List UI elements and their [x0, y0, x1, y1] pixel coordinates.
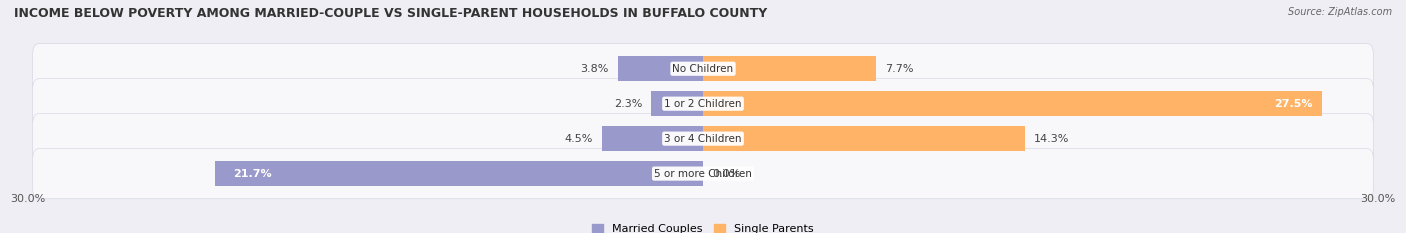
FancyBboxPatch shape	[32, 79, 1374, 129]
FancyBboxPatch shape	[32, 148, 1374, 199]
FancyBboxPatch shape	[32, 44, 1374, 94]
Bar	[703, 91, 1322, 116]
Text: 21.7%: 21.7%	[233, 169, 271, 178]
Text: 2.3%: 2.3%	[614, 99, 643, 109]
Text: 5 or more Children: 5 or more Children	[654, 169, 752, 178]
Legend: Married Couples, Single Parents: Married Couples, Single Parents	[592, 224, 814, 233]
FancyBboxPatch shape	[32, 113, 1374, 164]
Text: 1 or 2 Children: 1 or 2 Children	[664, 99, 742, 109]
Text: 3 or 4 Children: 3 or 4 Children	[664, 134, 742, 144]
Text: 0.0%: 0.0%	[711, 169, 740, 178]
Bar	[602, 126, 703, 151]
Text: 7.7%: 7.7%	[886, 64, 914, 74]
Text: 4.5%: 4.5%	[564, 134, 593, 144]
Text: No Children: No Children	[672, 64, 734, 74]
Text: 14.3%: 14.3%	[1033, 134, 1069, 144]
Text: INCOME BELOW POVERTY AMONG MARRIED-COUPLE VS SINGLE-PARENT HOUSEHOLDS IN BUFFALO: INCOME BELOW POVERTY AMONG MARRIED-COUPL…	[14, 7, 768, 20]
Bar	[703, 126, 1025, 151]
Bar	[703, 56, 876, 81]
Bar	[617, 56, 703, 81]
Text: Source: ZipAtlas.com: Source: ZipAtlas.com	[1288, 7, 1392, 17]
Text: 3.8%: 3.8%	[581, 64, 609, 74]
Bar	[651, 91, 703, 116]
Text: 27.5%: 27.5%	[1274, 99, 1313, 109]
Bar	[215, 161, 703, 186]
